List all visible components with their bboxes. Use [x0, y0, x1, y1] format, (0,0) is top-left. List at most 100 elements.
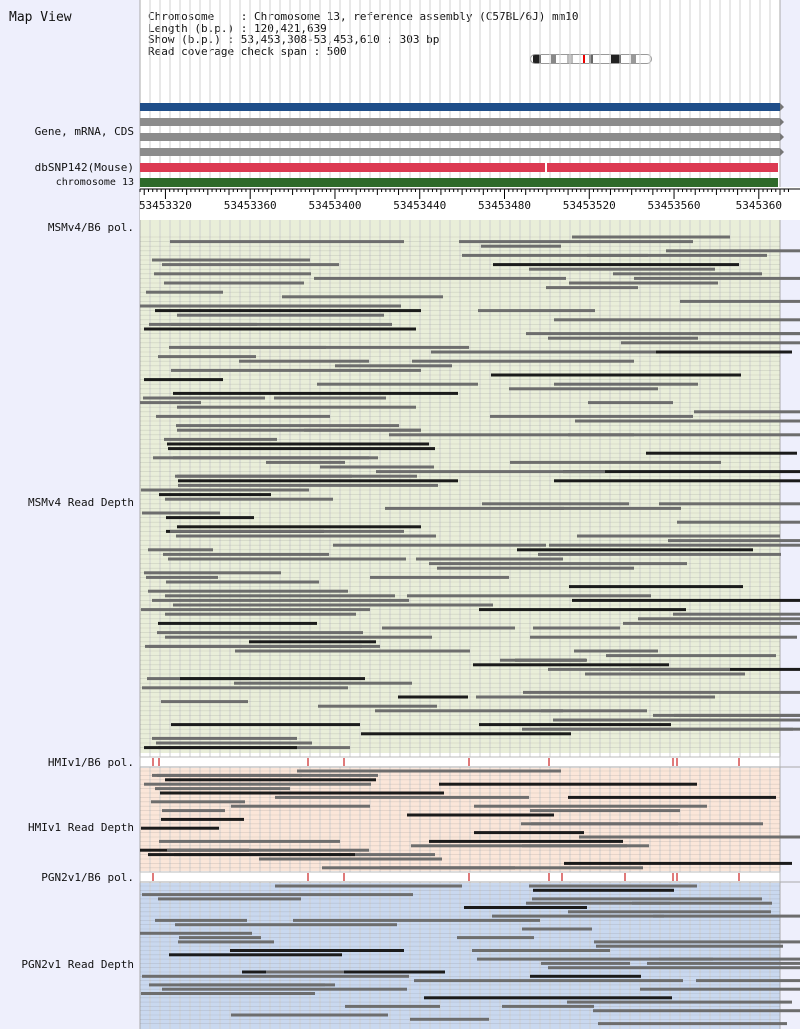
hmiv1-read: [429, 839, 623, 843]
msmv4-read: [155, 309, 421, 313]
mrna-bar: [140, 118, 780, 126]
pgn2v1-read: [175, 923, 397, 927]
msmv4-read: [585, 672, 745, 676]
ruler-tick-label: 5345360: [736, 199, 782, 212]
hmiv1-read: [159, 839, 340, 843]
pgn2v1-read: [464, 906, 587, 909]
msmv4-read: [572, 598, 800, 602]
ruler-tick-label: 53453520: [563, 199, 616, 212]
hmiv1-read: [474, 831, 584, 835]
track-label-chromosome: chromosome 13: [55, 177, 134, 188]
msmv4-read: [549, 543, 800, 547]
msmv4-read: [177, 405, 416, 409]
msmv4-read: [481, 244, 561, 248]
pgn2v1-read: [492, 914, 664, 918]
msmv4-read: [666, 249, 800, 253]
msmv4-read: [152, 736, 297, 740]
msmv4-read: [156, 414, 330, 418]
ruler-tick-label: 53453480: [478, 199, 531, 212]
msmv4-read: [491, 373, 741, 377]
ruler-tick-label: 53453560: [648, 199, 701, 212]
msmv4-read: [375, 709, 563, 713]
pgn2v1-read: [696, 979, 800, 983]
pgn2v1-read: [567, 1000, 792, 1004]
msmv4-read: [178, 483, 438, 487]
msmv4-read: [407, 594, 651, 598]
pgn2v1-read: [653, 914, 800, 918]
pgn2v1-read: [345, 1004, 440, 1008]
msmv4-read: [144, 327, 416, 331]
msmv4-read: [569, 281, 718, 285]
msmv4-read: [569, 585, 743, 589]
msmv4-read: [523, 690, 800, 694]
msmv4-read: [166, 516, 254, 520]
msmv4-read: [177, 313, 384, 317]
msmv4-read: [385, 506, 564, 510]
pgn2v1-read: [410, 1017, 489, 1021]
msmv4-read: [266, 460, 345, 464]
msmv4-read: [177, 442, 237, 446]
hmiv1-read: [411, 844, 627, 848]
pgn2v1-read: [140, 931, 252, 935]
msmv4-read: [577, 534, 780, 538]
msmv4-read: [538, 552, 781, 556]
pgn2v1-read: [522, 927, 592, 931]
pgn2v1-read: [502, 1004, 594, 1008]
msmv4-read: [329, 304, 401, 308]
msmv4-read: [529, 267, 715, 271]
pgn2v1-read: [533, 888, 674, 892]
msmv4-read: [171, 368, 421, 372]
pgn2v1-read: [142, 893, 413, 897]
mrna-arrow: [780, 148, 784, 156]
chromosome-bar: [140, 178, 778, 187]
msmv4-read: [376, 470, 605, 474]
pgn2v1-read: [659, 957, 800, 961]
msmv4-read: [517, 548, 753, 552]
msmv4-read: [162, 263, 339, 267]
msmv4-read: [370, 575, 509, 579]
mrna-bar: [140, 148, 780, 156]
pgn2v1-read: [275, 884, 462, 888]
msmv4-read: [634, 276, 800, 280]
pgn2v1-read: [230, 949, 404, 952]
pgn2v1-read: [141, 992, 315, 995]
msmv4-read: [530, 635, 797, 639]
track-label-gene: Gene, mRNA, CDS: [34, 125, 134, 138]
msmv4-read: [398, 695, 468, 699]
mrna-bar: [140, 133, 780, 141]
msmv4-read: [490, 414, 693, 418]
msmv4-read: [459, 240, 693, 244]
msmv4-read: [148, 548, 213, 552]
msmv4-read: [171, 723, 360, 727]
msmv4-read: [170, 529, 404, 533]
hmiv1-read: [144, 782, 371, 786]
msmv4-read: [526, 332, 800, 336]
msmv4-read: [142, 686, 348, 690]
msmv4-read: [479, 608, 686, 612]
pgn2v1-read: [530, 974, 641, 978]
msmv4-read: [316, 603, 493, 607]
msmv4-read: [164, 437, 277, 441]
msmv4-read: [234, 681, 412, 685]
info-span: Read coverage check span : 500: [148, 44, 347, 58]
msmv4-read: [163, 552, 329, 556]
msmv4-read: [333, 543, 546, 547]
track-label-msmv4-depth: MSMv4 Read Depth: [28, 496, 134, 509]
pgn2v1-read: [477, 957, 713, 961]
pgn2v1-read: [647, 961, 800, 965]
msmv4-read: [180, 677, 365, 681]
msmv4-read: [175, 474, 417, 478]
pgn2v1-read: [266, 970, 344, 974]
msmv4-read: [154, 272, 311, 276]
msmv4-read: [473, 663, 669, 667]
pgn2v1-read: [142, 974, 409, 978]
msmv4-read: [143, 396, 265, 400]
pgn2v1-read: [155, 918, 247, 922]
msmv4-read: [145, 644, 380, 648]
msmv4-read: [509, 387, 658, 391]
msmv4-read: [159, 493, 271, 497]
msmv4-read: [606, 654, 776, 658]
msmv4-read: [533, 626, 620, 630]
hmiv1-read: [275, 795, 529, 799]
